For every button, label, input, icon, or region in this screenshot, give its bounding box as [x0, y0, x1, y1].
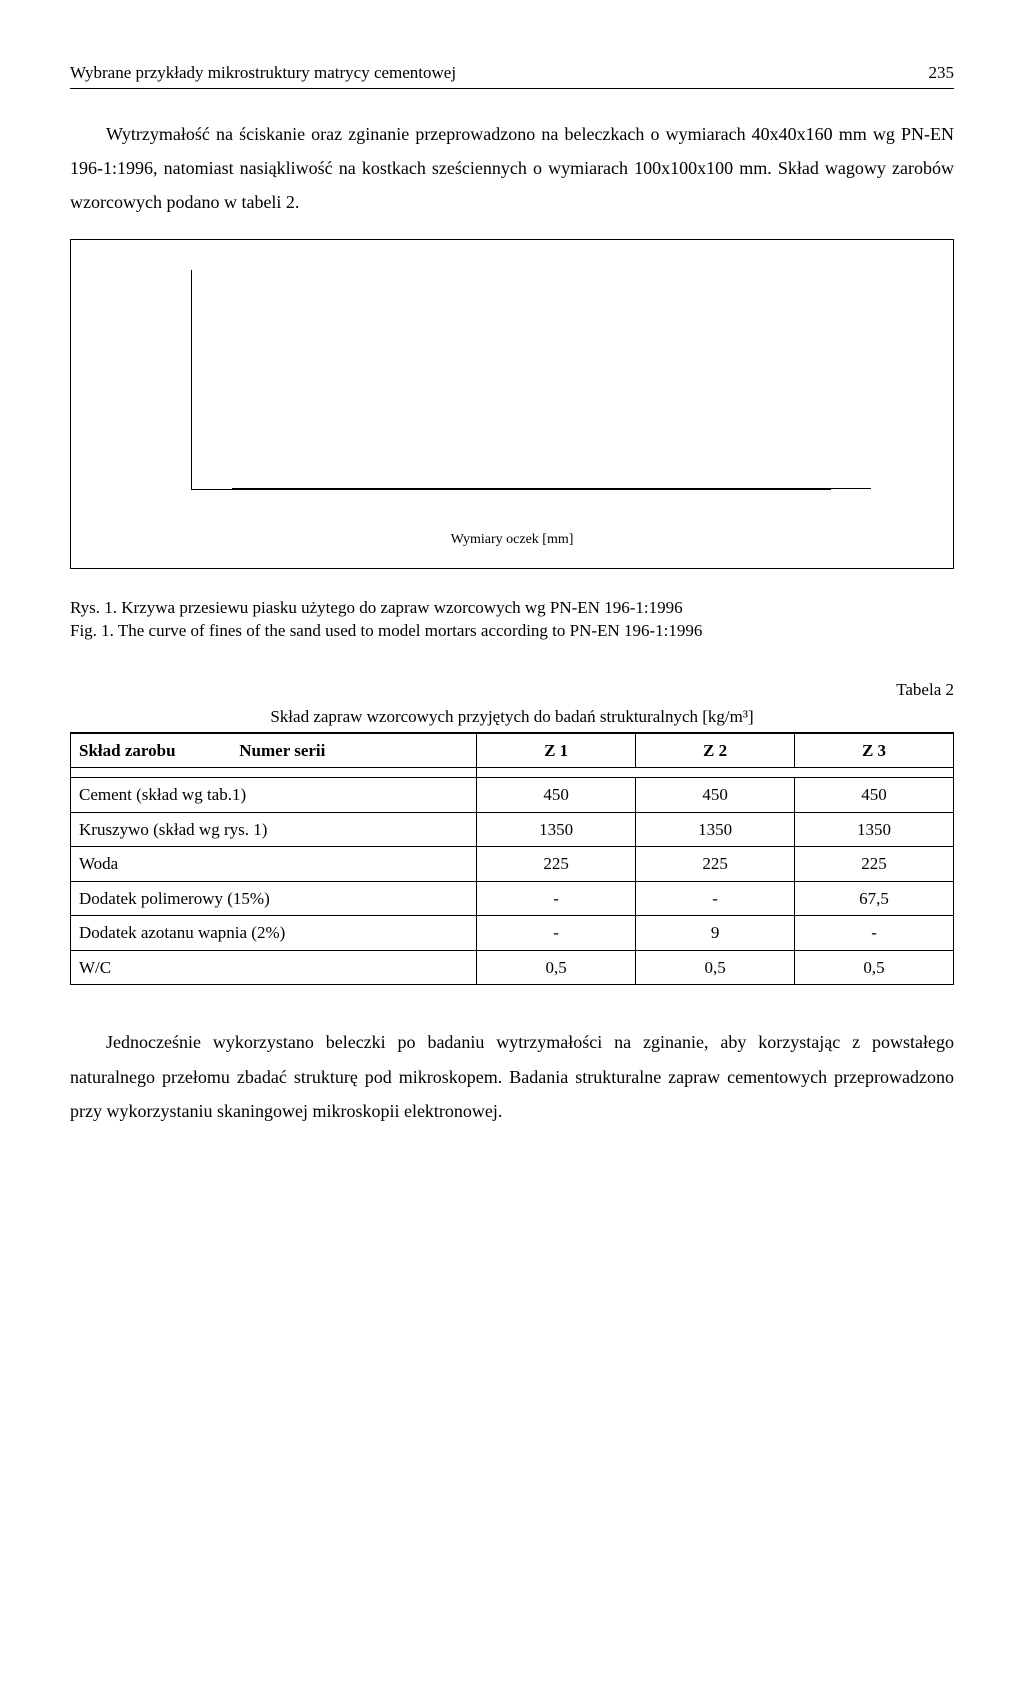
table-cell: 0,5	[795, 950, 954, 985]
table-col-z2: Z 2	[636, 733, 795, 768]
table-cell: 0,5	[477, 950, 636, 985]
table-cell: 450	[477, 778, 636, 813]
table-cell: 450	[795, 778, 954, 813]
figure-caption-pl: Rys. 1. Krzywa przesiewu piasku użytego …	[70, 598, 683, 617]
table-cell: 1350	[795, 812, 954, 847]
table-cell: 1350	[477, 812, 636, 847]
paragraph-1: Wytrzymałość na ściskanie oraz zginanie …	[70, 117, 954, 220]
table-cell: 0,5	[636, 950, 795, 985]
composition-table: Skład zarobu Numer serii Z 1 Z 2 Z 3 Cem…	[70, 733, 954, 986]
table-row-label: Cement (skład wg tab.1)	[71, 778, 477, 813]
table-cell: -	[636, 881, 795, 916]
figure-axes	[191, 270, 831, 490]
table-col-z3: Z 3	[795, 733, 954, 768]
table-header-row: Skład zarobu Numer serii Z 1 Z 2 Z 3	[71, 733, 954, 768]
table-row-label: Woda	[71, 847, 477, 882]
table-label: Tabela 2	[70, 677, 954, 703]
running-head: Wybrane przykłady mikrostruktury matrycy…	[70, 60, 954, 89]
page-number: 235	[929, 60, 955, 86]
table-header-left-label: Skład zarobu	[79, 741, 176, 760]
table-row: Woda 225 225 225	[71, 847, 954, 882]
table-row: Cement (skład wg tab.1) 450 450 450	[71, 778, 954, 813]
table-row-label: Kruszywo (skład wg rys. 1)	[71, 812, 477, 847]
table-row-label: W/C	[71, 950, 477, 985]
table-cell: 450	[636, 778, 795, 813]
table-cell: -	[795, 916, 954, 951]
figure-caption-en: Fig. 1. The curve of fines of the sand u…	[70, 621, 702, 640]
running-title: Wybrane przykłady mikrostruktury matrycy…	[70, 60, 456, 86]
table-cell: 9	[636, 916, 795, 951]
table-cell: 225	[795, 847, 954, 882]
paragraph-2: Jednocześnie wykorzystano beleczki po ba…	[70, 1025, 954, 1128]
table-cell: 67,5	[795, 881, 954, 916]
table-header-left: Skład zarobu Numer serii	[71, 733, 477, 768]
figure-frame: Wymiary oczek [mm]	[70, 239, 954, 569]
table-cell: 1350	[636, 812, 795, 847]
table-row-label: Dodatek azotanu wapnia (2%)	[71, 916, 477, 951]
table-row: Dodatek polimerowy (15%) - - 67,5	[71, 881, 954, 916]
table-gap-row	[71, 768, 954, 778]
table-title: Skład zapraw wzorcowych przyjętych do ba…	[70, 704, 954, 733]
table-cell: 225	[477, 847, 636, 882]
table-cell: -	[477, 881, 636, 916]
table-row: W/C 0,5 0,5 0,5	[71, 950, 954, 985]
table-header-mid-label: Numer serii	[239, 741, 325, 760]
figure-x-axis-label: Wymiary oczek [mm]	[71, 529, 953, 550]
table-row: Kruszywo (skład wg rys. 1) 1350 1350 135…	[71, 812, 954, 847]
table-cell: 225	[636, 847, 795, 882]
table-col-z1: Z 1	[477, 733, 636, 768]
figure-caption: Rys. 1. Krzywa przesiewu piasku użytego …	[70, 597, 954, 643]
table-cell: -	[477, 916, 636, 951]
table-row-label: Dodatek polimerowy (15%)	[71, 881, 477, 916]
table-row: Dodatek azotanu wapnia (2%) - 9 -	[71, 916, 954, 951]
